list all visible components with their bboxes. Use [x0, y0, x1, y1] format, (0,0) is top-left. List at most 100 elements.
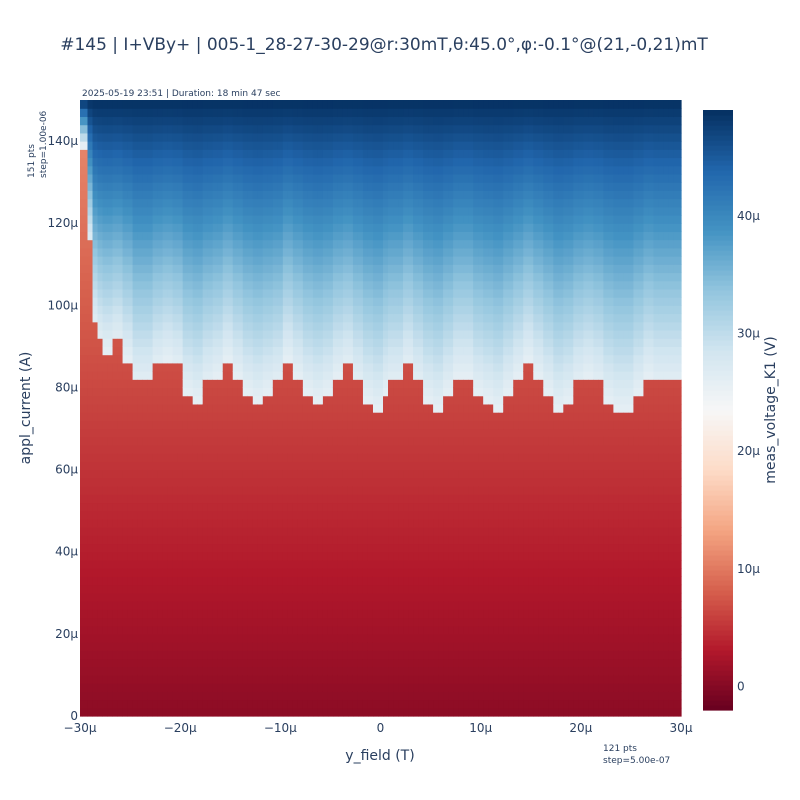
heatmap-cell [277, 141, 284, 150]
heatmap-cell [317, 157, 324, 167]
heatmap-cell [192, 149, 199, 159]
heatmap-cell [383, 116, 389, 126]
heatmap-cell [80, 338, 84, 347]
heatmap-cell [87, 354, 94, 364]
heatmap-cell [242, 428, 249, 438]
heatmap-cell [152, 141, 159, 150]
heatmap-cell [282, 683, 289, 692]
heatmap-cell [257, 469, 264, 479]
heatmap-cell [102, 617, 109, 627]
heatmap-cell [147, 157, 154, 167]
heatmap-cell [97, 469, 104, 479]
heatmap-cell [117, 206, 124, 216]
heatmap-cell [403, 469, 409, 479]
heatmap-cell [127, 329, 134, 339]
heatmap-cell [383, 141, 389, 150]
heatmap-cell [292, 247, 299, 257]
heatmap-cell [167, 617, 174, 627]
heatmap-cell [267, 691, 274, 701]
heatmap-cell [132, 141, 139, 150]
heatmap-cell [117, 568, 124, 577]
heatmap-cell [297, 420, 304, 430]
heatmap-cell [132, 707, 139, 717]
heatmap-cell [262, 510, 269, 520]
heatmap-cell [388, 609, 394, 619]
heatmap-cell [167, 387, 174, 397]
heatmap-cell [247, 214, 254, 224]
heatmap-cell [262, 149, 269, 159]
heatmap-cell [232, 280, 239, 290]
heatmap-cell [403, 436, 409, 446]
heatmap-cell [207, 428, 214, 438]
heatmap-cell [277, 699, 284, 709]
heatmap-cell [107, 633, 114, 643]
heatmap-cell [297, 288, 304, 298]
heatmap-cell [102, 502, 109, 512]
heatmap-cell [372, 502, 379, 512]
heatmap-cell [388, 395, 394, 405]
heatmap-cell [252, 543, 259, 553]
heatmap-cell [362, 100, 369, 109]
heatmap-cell [262, 157, 269, 167]
heatmap-cell [322, 642, 329, 651]
heatmap-cell [302, 108, 309, 118]
heatmap-cell [367, 132, 374, 142]
heatmap-cell [342, 412, 349, 421]
heatmap-cell [152, 592, 159, 602]
heatmap-cell [267, 412, 274, 421]
heatmap-cell [187, 576, 194, 586]
heatmap-cell [257, 223, 264, 233]
heatmap-cell [307, 666, 314, 676]
heatmap-cell [117, 412, 124, 421]
heatmap-cell [357, 165, 364, 175]
heatmap-cell [383, 601, 389, 610]
heatmap-cell [237, 379, 244, 389]
heatmap-cell [202, 412, 209, 421]
heatmap-cell [92, 412, 99, 421]
heatmap-cell [182, 576, 189, 586]
heatmap-cell [342, 461, 349, 471]
heatmap-cell [187, 568, 194, 577]
heatmap-cell [332, 223, 339, 233]
heatmap-cell [357, 182, 364, 191]
heatmap-cell [383, 666, 389, 676]
heatmap-cell [172, 453, 179, 462]
heatmap-cell [393, 477, 399, 487]
heatmap-cell [127, 453, 134, 462]
heatmap-cell [207, 674, 214, 684]
heatmap-cell [302, 379, 309, 389]
heatmap-cell [277, 313, 284, 323]
heatmap-cell [97, 313, 104, 323]
heatmap-cell [257, 658, 264, 668]
heatmap-cell [327, 469, 334, 479]
heatmap-cell [357, 141, 364, 150]
heatmap-cell [147, 116, 154, 126]
heatmap-cell [107, 477, 114, 487]
heatmap-cell [292, 551, 299, 561]
heatmap-cell [177, 297, 184, 306]
heatmap-cell [342, 551, 349, 561]
heatmap-cell [257, 609, 264, 619]
heatmap-cell [262, 642, 269, 651]
heatmap-cell [372, 535, 379, 545]
heatmap-cell [322, 305, 329, 315]
heatmap-cell [342, 313, 349, 323]
heatmap-cell [312, 305, 319, 315]
heatmap-cell [147, 108, 154, 118]
heatmap-cell [217, 379, 224, 389]
heatmap-cell [247, 412, 254, 421]
heatmap-cell [357, 305, 364, 315]
heatmap-cell [367, 674, 374, 684]
heatmap-cell [167, 683, 174, 692]
heatmap-cell [157, 280, 164, 290]
heatmap-cell [222, 329, 229, 339]
heatmap-cell [247, 141, 254, 150]
heatmap-cell [80, 666, 84, 676]
heatmap-cell [80, 157, 84, 167]
heatmap-cell [302, 100, 309, 109]
heatmap-cell [262, 658, 269, 668]
heatmap-cell [352, 584, 359, 594]
heatmap-cell [237, 165, 244, 175]
heatmap-cell [297, 198, 304, 208]
heatmap-cell [398, 346, 404, 356]
